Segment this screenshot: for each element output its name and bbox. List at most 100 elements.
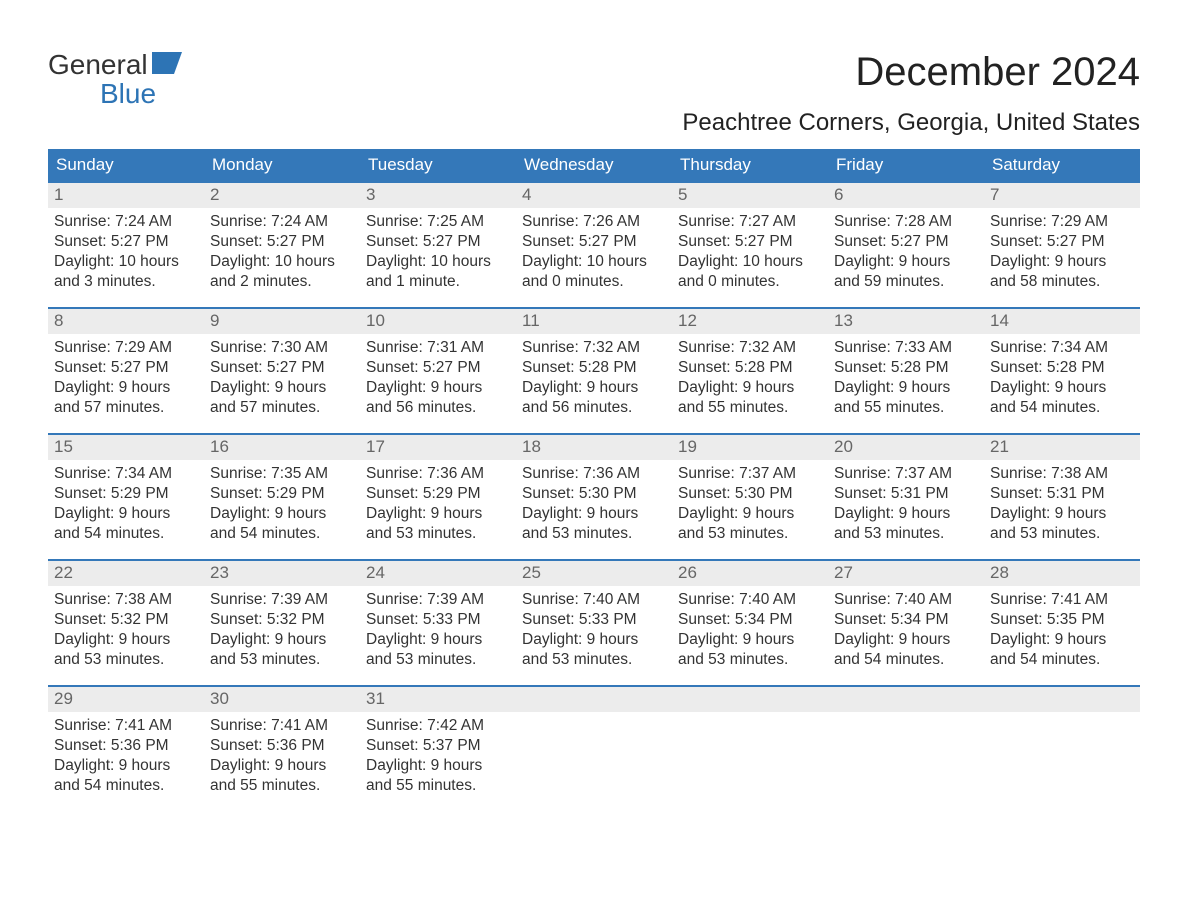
calendar-day: 5Sunrise: 7:27 AMSunset: 5:27 PMDaylight… (672, 183, 828, 307)
daylight-duration: Daylight: 9 hours and 54 minutes. (210, 504, 354, 544)
daylight-duration: Daylight: 9 hours and 53 minutes. (990, 504, 1134, 544)
day-number: 1 (48, 183, 204, 208)
day-number: 24 (360, 561, 516, 586)
calendar-day: 23Sunrise: 7:39 AMSunset: 5:32 PMDayligh… (204, 561, 360, 685)
daylight-duration: Daylight: 9 hours and 53 minutes. (678, 630, 822, 670)
day-of-week-header: SundayMondayTuesdayWednesdayThursdayFrid… (48, 149, 1140, 181)
sunrise-time: Sunrise: 7:39 AM (210, 590, 354, 610)
sunset-time: Sunset: 5:31 PM (990, 484, 1134, 504)
sunrise-time: Sunrise: 7:39 AM (366, 590, 510, 610)
sunrise-time: Sunrise: 7:38 AM (990, 464, 1134, 484)
sunset-time: Sunset: 5:33 PM (366, 610, 510, 630)
sunrise-time: Sunrise: 7:41 AM (54, 716, 198, 736)
day-number: 18 (516, 435, 672, 460)
daylight-duration: Daylight: 9 hours and 53 minutes. (54, 630, 198, 670)
day-content: Sunrise: 7:25 AMSunset: 5:27 PMDaylight:… (360, 208, 516, 293)
day-content: Sunrise: 7:32 AMSunset: 5:28 PMDaylight:… (672, 334, 828, 419)
sunset-time: Sunset: 5:27 PM (678, 232, 822, 252)
day-number-empty (516, 687, 672, 712)
calendar-day: 18Sunrise: 7:36 AMSunset: 5:30 PMDayligh… (516, 435, 672, 559)
sunset-time: Sunset: 5:27 PM (834, 232, 978, 252)
calendar-day: 30Sunrise: 7:41 AMSunset: 5:36 PMDayligh… (204, 687, 360, 811)
daylight-duration: Daylight: 9 hours and 58 minutes. (990, 252, 1134, 292)
sunset-time: Sunset: 5:36 PM (54, 736, 198, 756)
calendar-day: 1 Sunrise: 7:24 AMSunset: 5:27 PMDaylight… (48, 183, 204, 307)
calendar-day: 17Sunrise: 7:36 AMSunset: 5:29 PMDayligh… (360, 435, 516, 559)
daylight-duration: Daylight: 9 hours and 54 minutes. (990, 630, 1134, 670)
calendar-day: 14 Sunrise: 7:34 AMSunset: 5:28 PMDayligh… (984, 309, 1140, 433)
calendar-day: 25Sunrise: 7:40 AMSunset: 5:33 PMDayligh… (516, 561, 672, 685)
sunset-time: Sunset: 5:34 PM (834, 610, 978, 630)
sunset-time: Sunset: 5:29 PM (210, 484, 354, 504)
day-content: Sunrise: 7:26 AMSunset: 5:27 PMDaylight:… (516, 208, 672, 293)
calendar-day: 13Sunrise: 7:33 AMSunset: 5:28 PMDayligh… (828, 309, 984, 433)
sunset-time: Sunset: 5:31 PM (834, 484, 978, 504)
sunset-time: Sunset: 5:30 PM (522, 484, 666, 504)
day-number: 10 (360, 309, 516, 334)
calendar-day: 16Sunrise: 7:35 AMSunset: 5:29 PMDayligh… (204, 435, 360, 559)
calendar-week: 1Sunrise: 7:24 AMSunset: 5:27 PMDaylight… (48, 181, 1140, 307)
sunrise-time: Sunrise: 7:34 AM (990, 338, 1134, 358)
calendar-day: 22Sunrise: 7:38 AMSunset: 5:32 PMDayligh… (48, 561, 204, 685)
daylight-duration: Daylight: 9 hours and 55 minutes. (366, 756, 510, 796)
daylight-duration: Daylight: 9 hours and 54 minutes. (54, 756, 198, 796)
day-number: 8 (48, 309, 204, 334)
day-content: Sunrise: 7:36 AMSunset: 5:29 PMDaylight:… (360, 460, 516, 545)
day-content: Sunrise: 7:38 AMSunset: 5:32 PMDaylight:… (48, 586, 204, 671)
logo-flag-icon (152, 50, 182, 79)
day-number: 14 (984, 309, 1140, 334)
sunrise-time: Sunrise: 7:41 AM (990, 590, 1134, 610)
daylight-duration: Daylight: 9 hours and 59 minutes. (834, 252, 978, 292)
calendar-day: 12Sunrise: 7:32 AMSunset: 5:28 PMDayligh… (672, 309, 828, 433)
sunrise-time: Sunrise: 7:33 AM (834, 338, 978, 358)
sunrise-time: Sunrise: 7:32 AM (678, 338, 822, 358)
daylight-duration: Daylight: 10 hours and 2 minutes. (210, 252, 354, 292)
sunset-time: Sunset: 5:28 PM (990, 358, 1134, 378)
dow-cell: Friday (828, 149, 984, 181)
calendar-day: 6Sunrise: 7:28 AMSunset: 5:27 PMDaylight… (828, 183, 984, 307)
logo-top-row: General (48, 50, 182, 79)
sunrise-time: Sunrise: 7:31 AM (366, 338, 510, 358)
title-block: December 2024 Peachtree Corners, Georgia… (682, 50, 1140, 137)
dow-cell: Tuesday (360, 149, 516, 181)
daylight-duration: Daylight: 9 hours and 55 minutes. (834, 378, 978, 418)
sunrise-time: Sunrise: 7:37 AM (834, 464, 978, 484)
logo-text-top: General (48, 50, 148, 79)
daylight-duration: Daylight: 9 hours and 54 minutes. (990, 378, 1134, 418)
calendar-day: 27Sunrise: 7:40 AMSunset: 5:34 PMDayligh… (828, 561, 984, 685)
sunrise-time: Sunrise: 7:28 AM (834, 212, 978, 232)
sunrise-time: Sunrise: 7:24 AM (54, 212, 198, 232)
day-number: 25 (516, 561, 672, 586)
day-number-empty (672, 687, 828, 712)
header: General Blue December 2024 Peachtree Cor… (48, 50, 1140, 137)
day-content: Sunrise: 7:41 AMSunset: 5:36 PMDaylight:… (48, 712, 204, 797)
day-content: Sunrise: 7:30 AMSunset: 5:27 PMDaylight:… (204, 334, 360, 419)
sunset-time: Sunset: 5:27 PM (522, 232, 666, 252)
day-content: Sunrise: 7:40 AMSunset: 5:33 PMDaylight:… (516, 586, 672, 671)
daylight-duration: Daylight: 9 hours and 57 minutes. (210, 378, 354, 418)
daylight-duration: Daylight: 9 hours and 57 minutes. (54, 378, 198, 418)
calendar-day: 31Sunrise: 7:42 AMSunset: 5:37 PMDayligh… (360, 687, 516, 811)
sunrise-time: Sunrise: 7:42 AM (366, 716, 510, 736)
day-content: Sunrise: 7:42 AMSunset: 5:37 PMDaylight:… (360, 712, 516, 797)
sunrise-time: Sunrise: 7:40 AM (522, 590, 666, 610)
day-number: 21 (984, 435, 1140, 460)
calendar-day (828, 687, 984, 811)
sunset-time: Sunset: 5:29 PM (54, 484, 198, 504)
dow-cell: Sunday (48, 149, 204, 181)
sunset-time: Sunset: 5:33 PM (522, 610, 666, 630)
sunrise-time: Sunrise: 7:35 AM (210, 464, 354, 484)
day-number-empty (828, 687, 984, 712)
sunset-time: Sunset: 5:27 PM (210, 358, 354, 378)
day-content: Sunrise: 7:37 AMSunset: 5:31 PMDaylight:… (828, 460, 984, 545)
calendar-day: 20Sunrise: 7:37 AMSunset: 5:31 PMDayligh… (828, 435, 984, 559)
day-number: 30 (204, 687, 360, 712)
day-content: Sunrise: 7:29 AMSunset: 5:27 PMDaylight:… (984, 208, 1140, 293)
sunrise-time: Sunrise: 7:24 AM (210, 212, 354, 232)
day-content: Sunrise: 7:40 AMSunset: 5:34 PMDaylight:… (828, 586, 984, 671)
calendar-week: 22Sunrise: 7:38 AMSunset: 5:32 PMDayligh… (48, 559, 1140, 685)
calendar-day: 8Sunrise: 7:29 AMSunset: 5:27 PMDaylight… (48, 309, 204, 433)
daylight-duration: Daylight: 10 hours and 3 minutes. (54, 252, 198, 292)
calendar-day: 28Sunrise: 7:41 AMSunset: 5:35 PMDayligh… (984, 561, 1140, 685)
sunset-time: Sunset: 5:27 PM (54, 232, 198, 252)
